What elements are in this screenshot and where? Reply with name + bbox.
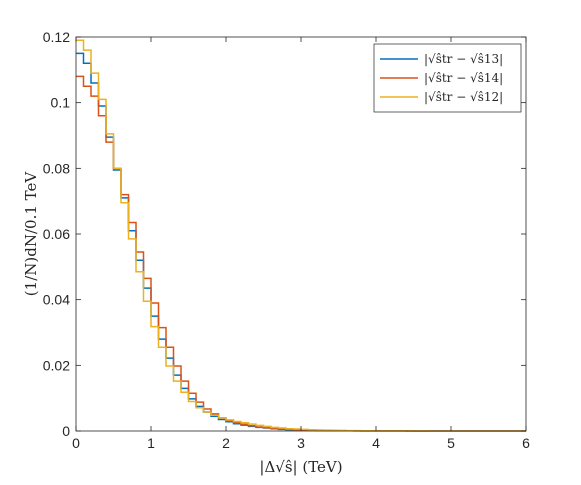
y-axis-label: (1/N)dN/0.1 TeV — [22, 171, 40, 297]
x-tick-label: 1 — [147, 435, 155, 451]
x-tick-label: 5 — [447, 435, 455, 451]
legend: |√ŝtr − √ŝ13| |√ŝtr − √ŝ14| |√ŝtr − √ŝ12… — [373, 43, 522, 113]
legend-entry-1: |√ŝtr − √ŝ13| — [380, 52, 503, 66]
y-tick-label: 0.06 — [43, 226, 70, 242]
x-tick-label: 4 — [372, 435, 380, 451]
x-tick-label: 0 — [72, 435, 80, 451]
y-tick-labels: 0 0.02 0.04 0.06 0.08 0.1 0.12 — [43, 29, 70, 439]
legend-label-1: |√ŝtr − √ŝ13| — [424, 52, 503, 66]
legend-entry-2: |√ŝtr − √ŝ14| — [380, 71, 503, 85]
x-tick-label: 3 — [297, 435, 305, 451]
y-tick-label: 0.02 — [43, 357, 70, 373]
y-tick-label: 0.08 — [43, 160, 70, 176]
legend-entry-3: |√ŝtr − √ŝ12| — [380, 90, 503, 104]
y-tick-label: 0 — [62, 423, 70, 439]
y-tick-label: 0.04 — [43, 292, 70, 308]
legend-label-2: |√ŝtr − √ŝ14| — [424, 71, 503, 85]
x-axis-label: |Δ√ŝ| (TeV) — [259, 458, 342, 476]
x-tick-labels: 0 1 2 3 4 5 6 — [72, 435, 530, 451]
y-tick-label: 0.1 — [51, 95, 71, 111]
ticks-layer — [75, 36, 527, 432]
y-tick-label: 0.12 — [43, 29, 70, 45]
x-tick-label: 6 — [522, 435, 530, 451]
x-tick-label: 2 — [222, 435, 230, 451]
series-line-2 — [76, 75, 526, 432]
legend-label-3: |√ŝtr − √ŝ12| — [424, 90, 503, 104]
